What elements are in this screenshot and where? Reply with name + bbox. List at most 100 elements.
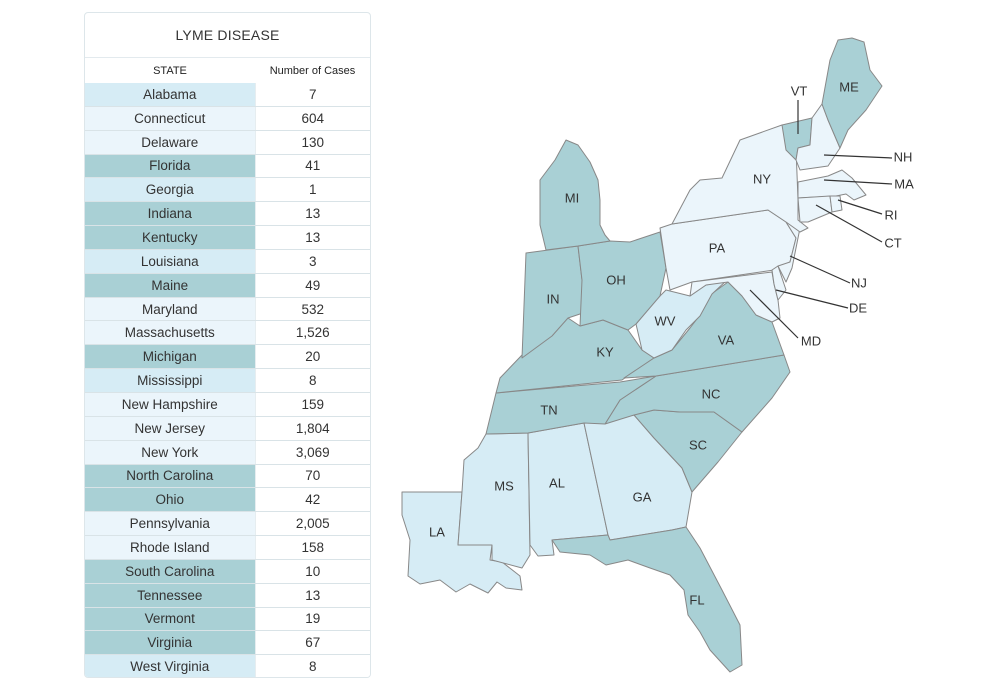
cases-cell: 41 (254, 154, 370, 179)
table-row: Florida 41 (85, 154, 370, 179)
cases-cell: 10 (254, 559, 370, 584)
label-tn: TN (540, 402, 557, 417)
cases-cell: 159 (254, 392, 370, 417)
table-row: West Virginia 8 (85, 654, 370, 677)
label-in: IN (547, 291, 560, 306)
label-oh: OH (606, 272, 626, 287)
state-name-cell: Tennessee (85, 583, 255, 608)
label-nj: NJ (851, 275, 867, 290)
label-pa: PA (709, 240, 726, 255)
state-name-cell: New Hampshire (85, 392, 255, 417)
cases-cell: 3 (254, 249, 370, 274)
table-row: Kentucky 13 (85, 225, 370, 250)
label-ny: NY (753, 171, 771, 186)
leader-nj (789, 255, 851, 284)
table-row: Virginia 67 (85, 630, 370, 656)
table-header-row: STATE Number of Cases (85, 58, 370, 83)
label-md: MD (801, 333, 821, 348)
cases-cell: 1 (254, 177, 370, 203)
cases-cell: 3,069 (254, 440, 370, 465)
table-row: Vermont 19 (85, 607, 370, 632)
cases-cell: 70 (254, 464, 370, 489)
cases-table: STATE Number of Cases Alabama 7 Connecticu… (85, 58, 370, 677)
label-la: LA (429, 524, 445, 539)
leader-nh (823, 154, 893, 159)
table-row: Indiana 13 (85, 201, 370, 227)
state-name-cell: Florida (85, 154, 255, 179)
state-rhode-island[interactable] (829, 195, 843, 213)
table-row: Georgia 1 (85, 177, 370, 203)
table-title: LYME DISEASE (85, 13, 370, 58)
state-name-cell: Mississippi (85, 368, 255, 393)
label-ms: MS (494, 478, 514, 493)
leader-ma (823, 179, 893, 185)
cases-cell: 13 (254, 583, 370, 608)
cases-cell: 67 (254, 630, 370, 656)
cases-cell: 49 (254, 273, 370, 298)
label-ky: KY (596, 344, 614, 359)
table-row: Delaware 130 (85, 130, 370, 155)
table-row: Mississippi 8 (85, 368, 370, 393)
state-name-cell: North Carolina (85, 464, 255, 489)
table-row: Massachusetts 1,526 (85, 320, 370, 346)
state-west-virginia[interactable] (635, 280, 727, 359)
table-row: Louisiana 3 (85, 249, 370, 274)
table-row: North Carolina 70 (85, 464, 370, 489)
state-ohio[interactable] (577, 231, 667, 331)
state-michigan[interactable] (539, 139, 611, 251)
label-nc: NC (702, 386, 721, 401)
label-sc: SC (689, 437, 707, 452)
lyme-disease-table-panel: LYME DISEASE STATE Number of Cases Alaba… (84, 12, 371, 678)
cases-cell: 8 (254, 368, 370, 393)
label-va: VA (718, 332, 735, 347)
cases-cell: 8 (254, 654, 370, 677)
cases-cell: 532 (254, 297, 370, 322)
label-al: AL (549, 475, 565, 490)
state-column-header: STATE (85, 58, 255, 83)
state-name-cell: New York (85, 440, 255, 465)
table-row: New Jersey 1,804 (85, 416, 370, 441)
cases-cell: 130 (254, 130, 370, 155)
table-row: Ohio 42 (85, 487, 370, 513)
cases-cell: 1,804 (254, 416, 370, 441)
table-row: New York 3,069 (85, 440, 370, 465)
label-mi: MI (565, 190, 579, 205)
table-row: Maine 49 (85, 273, 370, 298)
table-row: Tennessee 13 (85, 583, 370, 608)
label-fl: FL (689, 592, 704, 607)
state-name-cell: Maryland (85, 297, 255, 322)
state-maine[interactable] (821, 37, 883, 149)
label-me: ME (839, 79, 859, 94)
state-tennessee[interactable] (485, 375, 657, 435)
state-name-cell: Maine (85, 273, 255, 298)
leader-md (749, 289, 799, 339)
state-name-cell: Delaware (85, 130, 255, 155)
table-row: Maryland 532 (85, 297, 370, 322)
cases-cell: 604 (254, 106, 370, 131)
state-name-cell: West Virginia (85, 654, 255, 677)
label-ma: MA (894, 176, 914, 191)
state-florida[interactable] (551, 526, 743, 673)
state-name-cell: Ohio (85, 487, 255, 513)
state-name-cell: Vermont (85, 607, 255, 632)
state-new-york[interactable] (671, 124, 809, 233)
label-de: DE (849, 300, 867, 315)
leader-ri (837, 199, 883, 215)
state-name-cell: Pennsylvania (85, 511, 255, 537)
state-connecticut[interactable] (797, 195, 833, 223)
state-name-cell: Alabama (85, 83, 255, 107)
table-row: Michigan 20 (85, 344, 370, 370)
cases-cell: 13 (254, 201, 370, 227)
state-name-cell: Massachusetts (85, 320, 255, 346)
table-row: Alabama 7 (85, 83, 370, 107)
table-row: Connecticut 604 (85, 106, 370, 131)
state-name-cell: Georgia (85, 177, 255, 203)
state-name-cell: New Jersey (85, 416, 255, 441)
table-row: South Carolina 10 (85, 559, 370, 584)
state-new-jersey[interactable] (777, 221, 801, 283)
cases-cell: 19 (254, 607, 370, 632)
state-name-cell: Rhode Island (85, 535, 255, 560)
cases-column-header: Number of Cases (255, 58, 370, 83)
state-name-cell: Virginia (85, 630, 255, 656)
